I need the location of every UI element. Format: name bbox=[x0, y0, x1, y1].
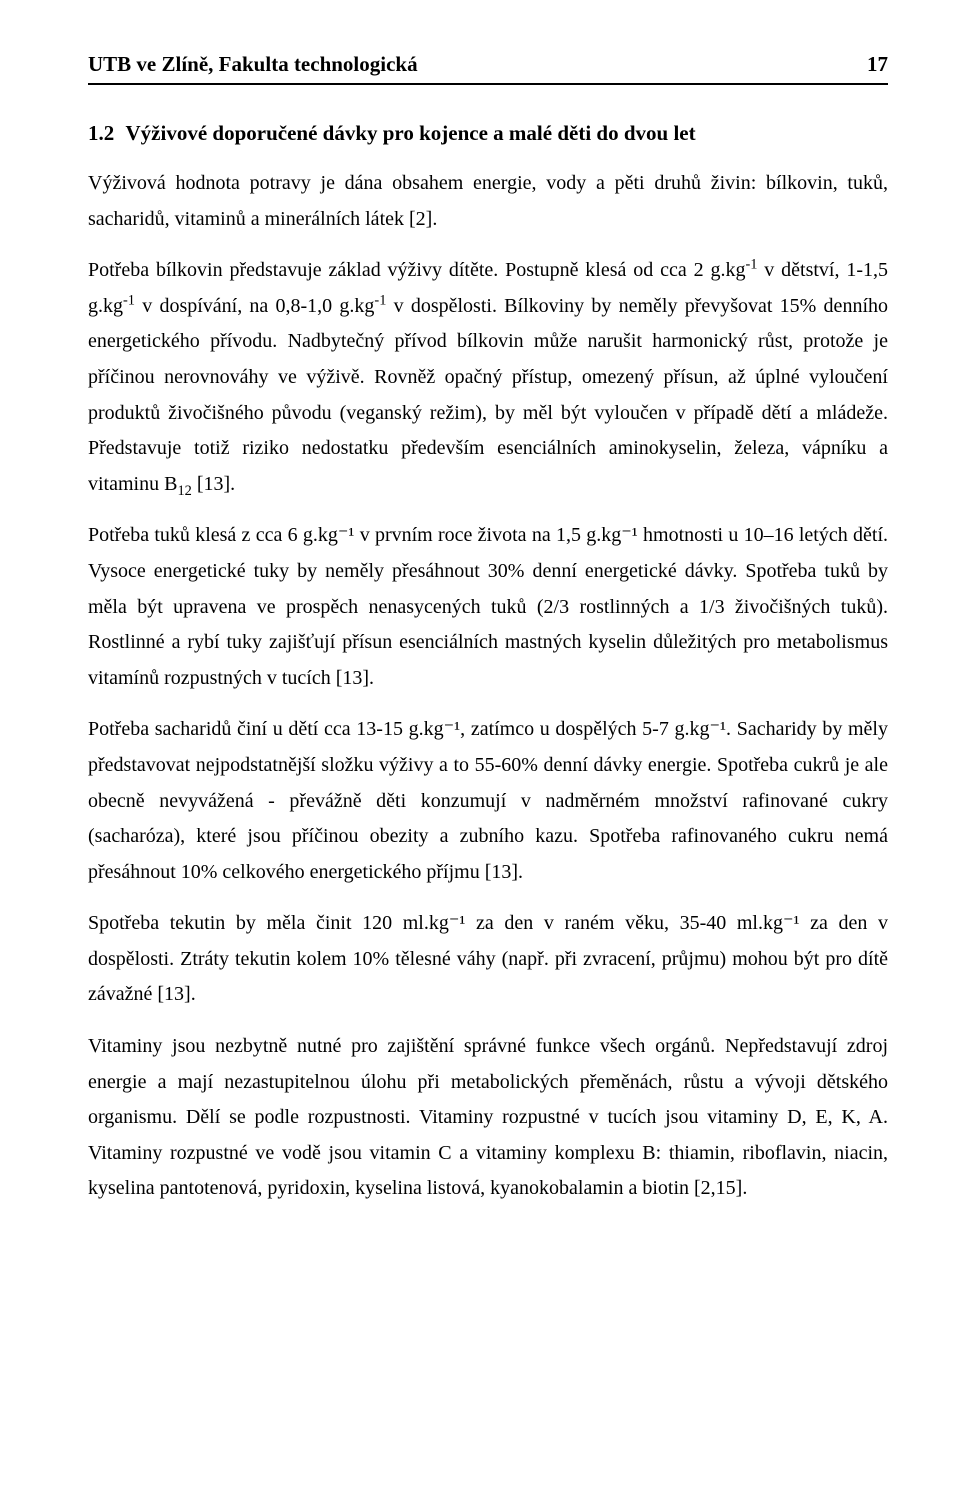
section-number: 1.2 bbox=[88, 121, 114, 145]
paragraph-3: Potřeba tuků klesá z cca 6 g.kg⁻¹ v prvn… bbox=[88, 518, 888, 696]
p2-text-e: [13]. bbox=[192, 473, 235, 495]
superscript-minus1: -1 bbox=[374, 292, 386, 308]
superscript-minus1: -1 bbox=[745, 257, 757, 273]
page-header: UTB ve Zlíně, Fakulta technologická 17 bbox=[88, 52, 888, 85]
paragraph-2: Potřeba bílkovin představuje základ výži… bbox=[88, 253, 888, 502]
p2-text-c: v dospívání, na 0,8-1,0 g.kg bbox=[135, 295, 374, 317]
paragraph-6: Vitaminy jsou nezbytně nutné pro zajiště… bbox=[88, 1029, 888, 1207]
page-number: 17 bbox=[867, 52, 888, 77]
p2-text-a: Potřeba bílkovin představuje základ výži… bbox=[88, 259, 745, 281]
superscript-minus1: -1 bbox=[123, 292, 135, 308]
section-heading: 1.2 Výživové doporučené dávky pro kojenc… bbox=[88, 121, 888, 146]
paragraph-4: Potřeba sacharidů činí u dětí cca 13-15 … bbox=[88, 712, 888, 890]
header-institution: UTB ve Zlíně, Fakulta technologická bbox=[88, 52, 418, 77]
page: UTB ve Zlíně, Fakulta technologická 17 1… bbox=[0, 0, 960, 1504]
p2-text-d: v dospělosti. Bílkoviny by neměly převyš… bbox=[88, 295, 888, 495]
subscript-12: 12 bbox=[177, 483, 191, 499]
section-title: Výživové doporučené dávky pro kojence a … bbox=[126, 121, 696, 145]
paragraph-5: Spotřeba tekutin by měla činit 120 ml.kg… bbox=[88, 906, 888, 1013]
paragraph-1: Výživová hodnota potravy je dána obsahem… bbox=[88, 166, 888, 237]
